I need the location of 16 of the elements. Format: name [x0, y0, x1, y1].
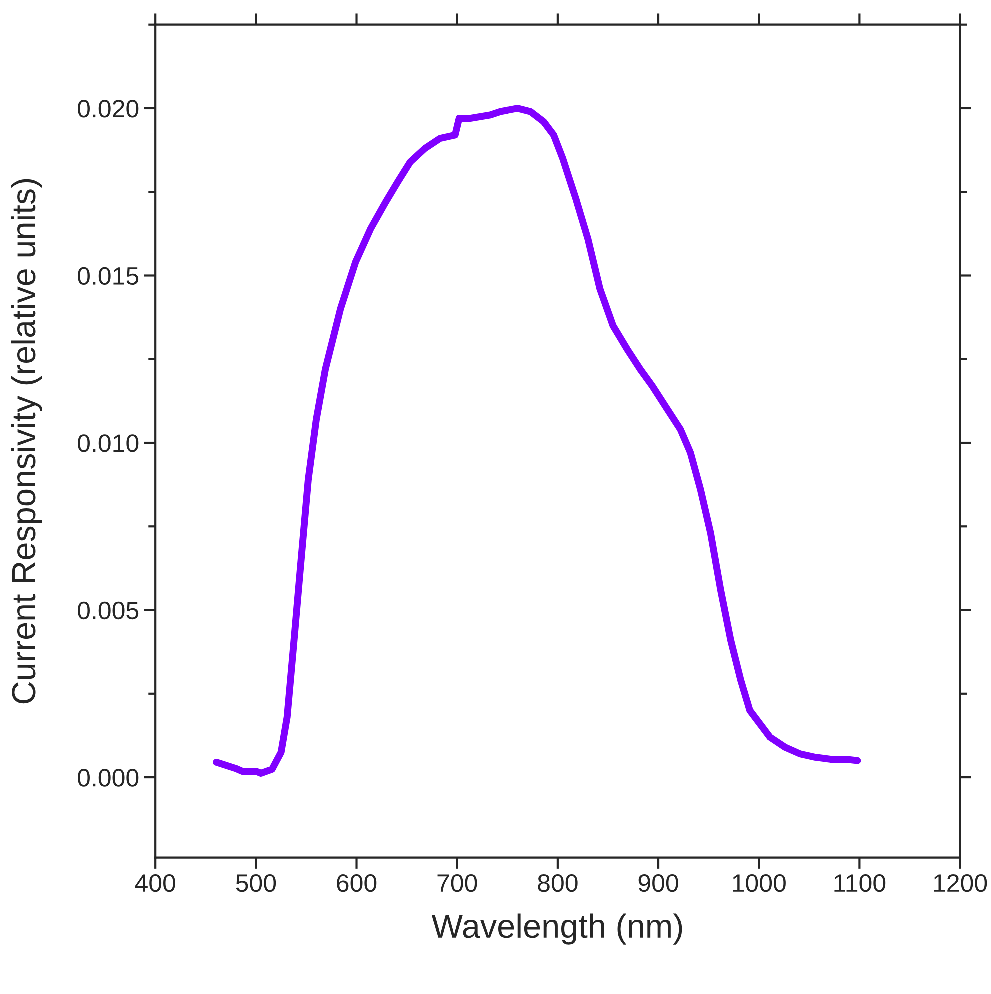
y-tick-label: 0.020 [78, 100, 139, 118]
x-tick-label: 800 [538, 874, 578, 892]
x-tick-label: 1200 [934, 874, 988, 892]
x-tick-label: 600 [337, 874, 377, 892]
x-tick-label: 500 [236, 874, 276, 892]
x-tick-label: 1100 [834, 874, 886, 892]
y-tick-label: 0.005 [78, 602, 139, 620]
x-tick-label: 400 [135, 874, 176, 892]
x-tick-label: 900 [638, 874, 678, 892]
y-axis-title: Current Responsivity (relative units) [11, 179, 42, 704]
y-tick-label: 0.010 [78, 434, 139, 452]
x-axis-title: Wavelength (nm) [432, 914, 682, 945]
y-tick-label: 0.015 [78, 267, 139, 286]
y-tick-label: 0.000 [78, 769, 139, 787]
x-tick-label: 700 [438, 874, 478, 892]
x-tick-label: 1000 [733, 874, 786, 892]
